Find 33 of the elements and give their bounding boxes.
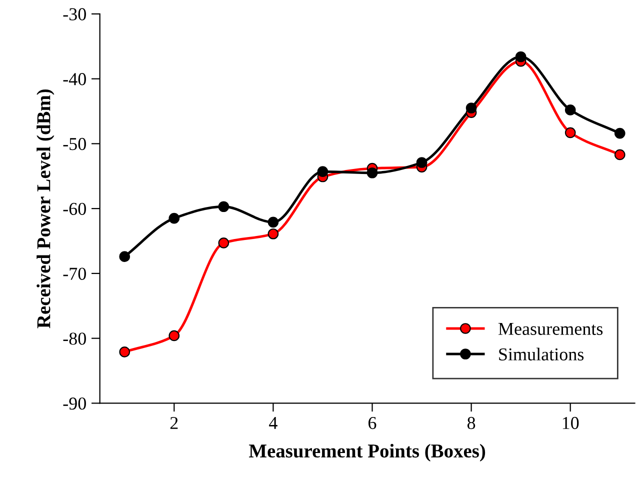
point: [614, 149, 626, 160]
x-tick-label: 6: [368, 416, 376, 430]
y-tick-label: -40: [63, 73, 86, 86]
legend-label: Measurements: [498, 322, 603, 335]
point: [564, 104, 576, 116]
point: [119, 251, 130, 262]
x-axis-title: Measurement Points (Boxes): [248, 444, 486, 462]
x-tick-label: 2: [170, 416, 178, 429]
y-tick-label: -50: [63, 138, 86, 150]
point: [119, 346, 130, 358]
y-tick-label: -60: [63, 202, 86, 215]
y-tick-label: -80: [63, 332, 86, 345]
y-tick-label: -90: [63, 397, 86, 410]
point: [168, 330, 180, 342]
point: [268, 228, 279, 240]
legend-label: Simulations: [499, 348, 584, 360]
y-tick-label: -70: [63, 268, 86, 280]
point: [366, 167, 378, 178]
point: [614, 128, 626, 139]
point: [317, 166, 328, 177]
point: [218, 238, 230, 248]
point: [268, 216, 279, 228]
point: [515, 51, 526, 62]
x-tick-label: 4: [269, 417, 278, 429]
point: [416, 157, 428, 168]
y-axis-title: Received Power Level (dBm): [36, 89, 54, 328]
x-tick-label: 10: [562, 416, 579, 430]
point: [218, 201, 230, 212]
x-tick-label: 8: [467, 416, 476, 430]
point: [168, 212, 180, 224]
point: [564, 127, 576, 138]
y-tick-label: -30: [63, 8, 86, 20]
point: [466, 102, 477, 114]
